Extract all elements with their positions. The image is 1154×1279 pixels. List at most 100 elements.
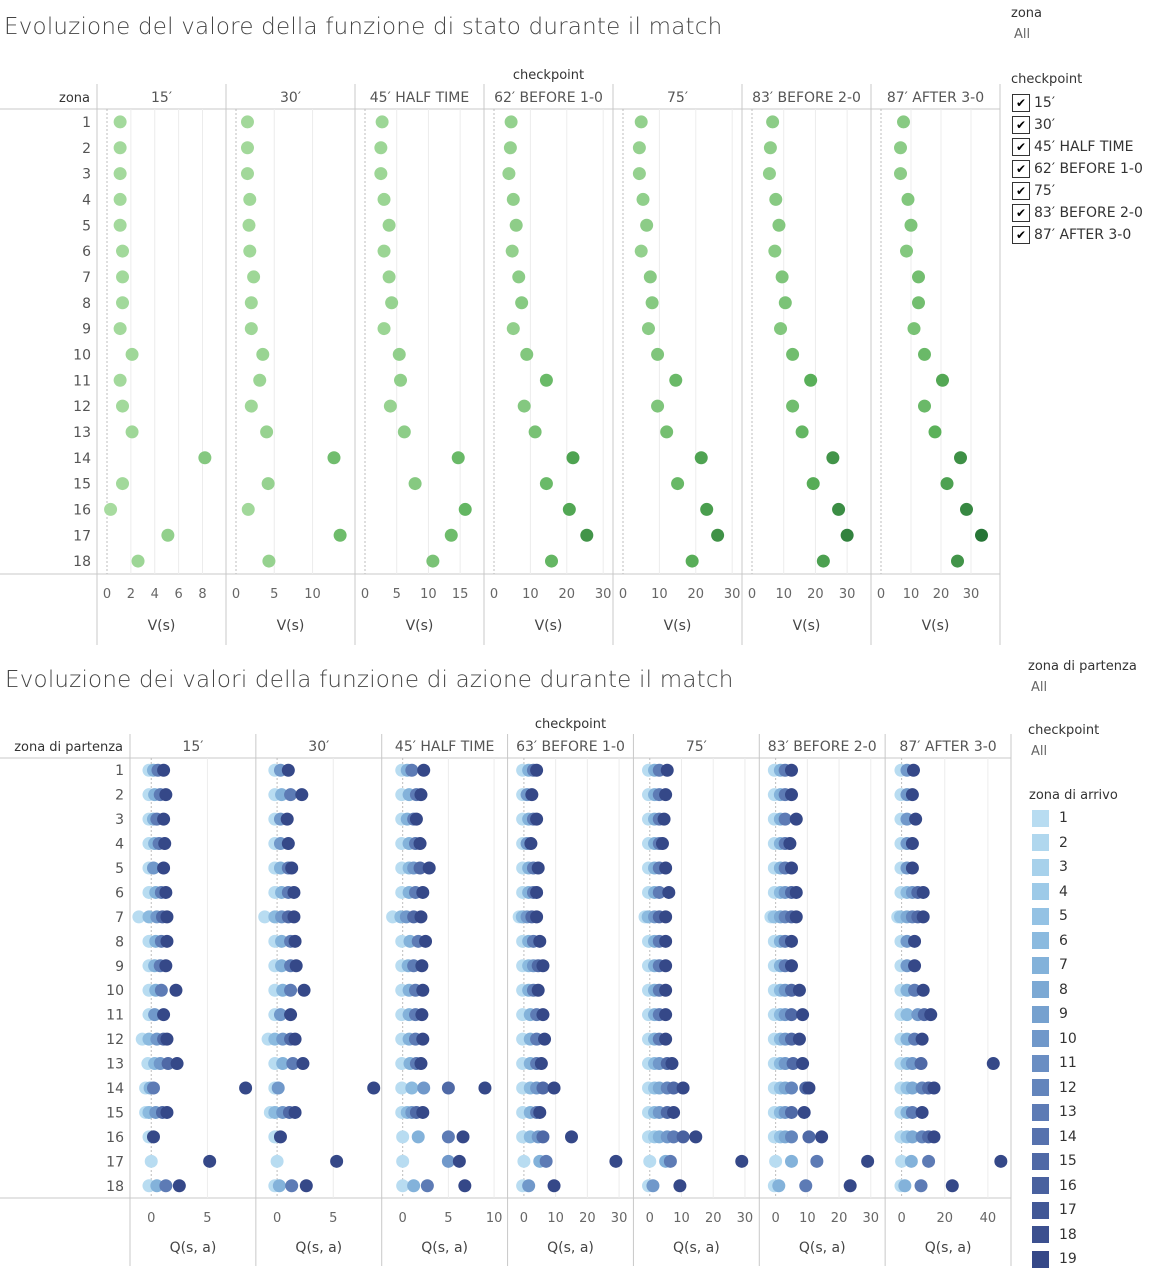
x-axis-label: V(s) [277, 618, 305, 634]
legend-swatch [1032, 834, 1049, 851]
legend-swatch [1032, 981, 1049, 998]
data-point-zona-14 [905, 1081, 919, 1095]
checkmark-icon[interactable]: ✔ [1012, 226, 1030, 244]
legend-swatch [1032, 883, 1049, 900]
legend-item-zona-7[interactable]: 7 [1032, 955, 1068, 975]
data-point-zona-3 [502, 167, 516, 181]
legend-item-zona-5[interactable]: 5 [1032, 906, 1068, 926]
data-point-zona-6 [116, 244, 130, 258]
checkpoint-checkbox-label: 75′ [1034, 183, 1055, 199]
data-point-zona-9 [907, 322, 921, 336]
legend-item-zona-11[interactable]: 11 [1032, 1053, 1077, 1073]
panel-header-15: 15′ [182, 739, 203, 755]
data-point-zona-9 [275, 959, 289, 973]
legend-item-zona-1[interactable]: 1 [1032, 808, 1068, 828]
checkmark-icon[interactable]: ✔ [1012, 182, 1030, 200]
data-point-zona-18 [646, 1179, 660, 1193]
data-point-zona-15 [116, 477, 130, 491]
row-label-zona-5: 5 [82, 218, 91, 234]
data-point-zona-14 [547, 1081, 561, 1095]
data-point-zona-5 [640, 218, 654, 232]
data-point-zona-17 [441, 1154, 455, 1168]
data-point-zona-10 [786, 347, 800, 361]
legend-item-zona-9[interactable]: 9 [1032, 1004, 1068, 1024]
data-point-zona-11 [415, 1008, 429, 1022]
legend-swatch [1032, 858, 1049, 876]
data-point-zona-4 [158, 837, 172, 851]
data-point-zona-8 [778, 296, 792, 310]
legend-label: 4 [1059, 883, 1068, 900]
tick-label: 0 [103, 587, 111, 602]
data-point-zona-17 [994, 1154, 1008, 1168]
legend-item-zona-16[interactable]: 16 [1032, 1176, 1077, 1196]
data-point-zona-1 [766, 115, 780, 129]
data-point-zona-4 [243, 192, 257, 206]
tick-label: 20 [831, 1211, 848, 1226]
row-label-zona-9: 9 [115, 959, 124, 975]
legend-item-zona-3[interactable]: 3 [1032, 857, 1068, 877]
data-point-zona-5 [509, 218, 523, 232]
data-point-zona-1 [240, 115, 254, 129]
legend-label: 1 [1059, 810, 1068, 826]
data-point-zona-12 [659, 1032, 673, 1046]
legend-item-zona-13[interactable]: 13 [1032, 1102, 1077, 1122]
legend-item-zona-2[interactable]: 2 [1032, 833, 1068, 853]
data-point-zona-12 [383, 399, 397, 413]
checkmark-icon[interactable]: ✔ [1012, 116, 1030, 134]
data-point-zona-15 [160, 1105, 174, 1119]
panel-header-83-before-2-0: 83′ BEFORE 2-0 [768, 739, 877, 755]
row-label-zona-6: 6 [82, 244, 91, 260]
checkmark-icon[interactable]: ✔ [1012, 138, 1030, 156]
tick-label: 0 [877, 587, 885, 602]
data-point-zona-9 [774, 322, 788, 336]
data-point-zona-6 [416, 885, 430, 899]
checkpoint-checkbox-2[interactable]: ✔ 30′ [1012, 115, 1055, 135]
data-point-zona-12 [288, 1032, 302, 1046]
data-point-zona-17 [580, 528, 594, 542]
checkmark-icon[interactable]: ✔ [1012, 94, 1030, 112]
checkpoint-checkbox-7[interactable]: ✔ 87′ AFTER 3-0 [1012, 225, 1131, 245]
legend-item-zona-12[interactable]: 12 [1032, 1078, 1077, 1098]
legend-item-zona-8[interactable]: 8 [1032, 980, 1068, 1000]
legend-item-zona-14[interactable]: 14 [1032, 1127, 1077, 1147]
checkmark-icon[interactable]: ✔ [1012, 204, 1030, 222]
tick-label: 0 [399, 1211, 407, 1226]
data-point-zona-11 [273, 1008, 287, 1022]
checkpoint-checkbox-4[interactable]: ✔ 62′ BEFORE 1-0 [1012, 159, 1143, 179]
data-point-zona-3 [632, 167, 646, 181]
data-point-zona-14 [327, 451, 341, 465]
data-point-zona-13 [665, 1057, 679, 1071]
legend-item-zona-18[interactable]: 18 [1032, 1225, 1077, 1245]
legend-item-zona-17[interactable]: 17 [1032, 1200, 1077, 1220]
data-point-zona-10 [297, 983, 311, 997]
data-point-zona-14 [954, 451, 967, 465]
data-point-zona-15 [667, 1105, 681, 1119]
checkpoint-checkbox-5[interactable]: ✔ 75′ [1012, 181, 1055, 201]
legend-item-zona-4[interactable]: 4 [1032, 882, 1068, 902]
data-point-zona-11 [784, 1008, 798, 1022]
legend-item-zona-6[interactable]: 6 [1032, 931, 1068, 951]
data-point-zona-10 [792, 983, 806, 997]
action-checkpoint-filter-value[interactable]: All [1031, 744, 1048, 759]
zona-filter-value[interactable]: All [1014, 27, 1031, 42]
legend-item-zona-19[interactable]: 19 [1032, 1249, 1077, 1269]
data-point-zona-18 [420, 1179, 434, 1193]
data-point-zona-12 [116, 399, 130, 413]
data-point-zona-5 [772, 218, 786, 232]
data-point-zona-15 [940, 477, 954, 491]
row-label-zona-11: 11 [73, 373, 91, 389]
checkpoint-checkbox-6[interactable]: ✔ 83′ BEFORE 2-0 [1012, 203, 1143, 223]
data-point-zona-15 [905, 1105, 919, 1119]
checkpoint-checkbox-1[interactable]: ✔ 15′ [1012, 93, 1055, 113]
legend-item-zona-10[interactable]: 10 [1032, 1029, 1077, 1049]
checkpoint-checkbox-3[interactable]: ✔ 45′ HALF TIME [1012, 137, 1133, 157]
data-point-zona-6 [377, 244, 391, 258]
data-point-zona-13 [414, 1057, 428, 1071]
row-label-zona-12: 12 [73, 399, 91, 415]
row-label-zona-7: 7 [115, 910, 124, 926]
data-point-zona-2 [284, 788, 298, 802]
zona-partenza-filter-value[interactable]: All [1031, 680, 1048, 695]
legend-item-zona-15[interactable]: 15 [1032, 1151, 1077, 1171]
data-point-zona-11 [148, 1008, 162, 1022]
checkmark-icon[interactable]: ✔ [1012, 160, 1030, 178]
